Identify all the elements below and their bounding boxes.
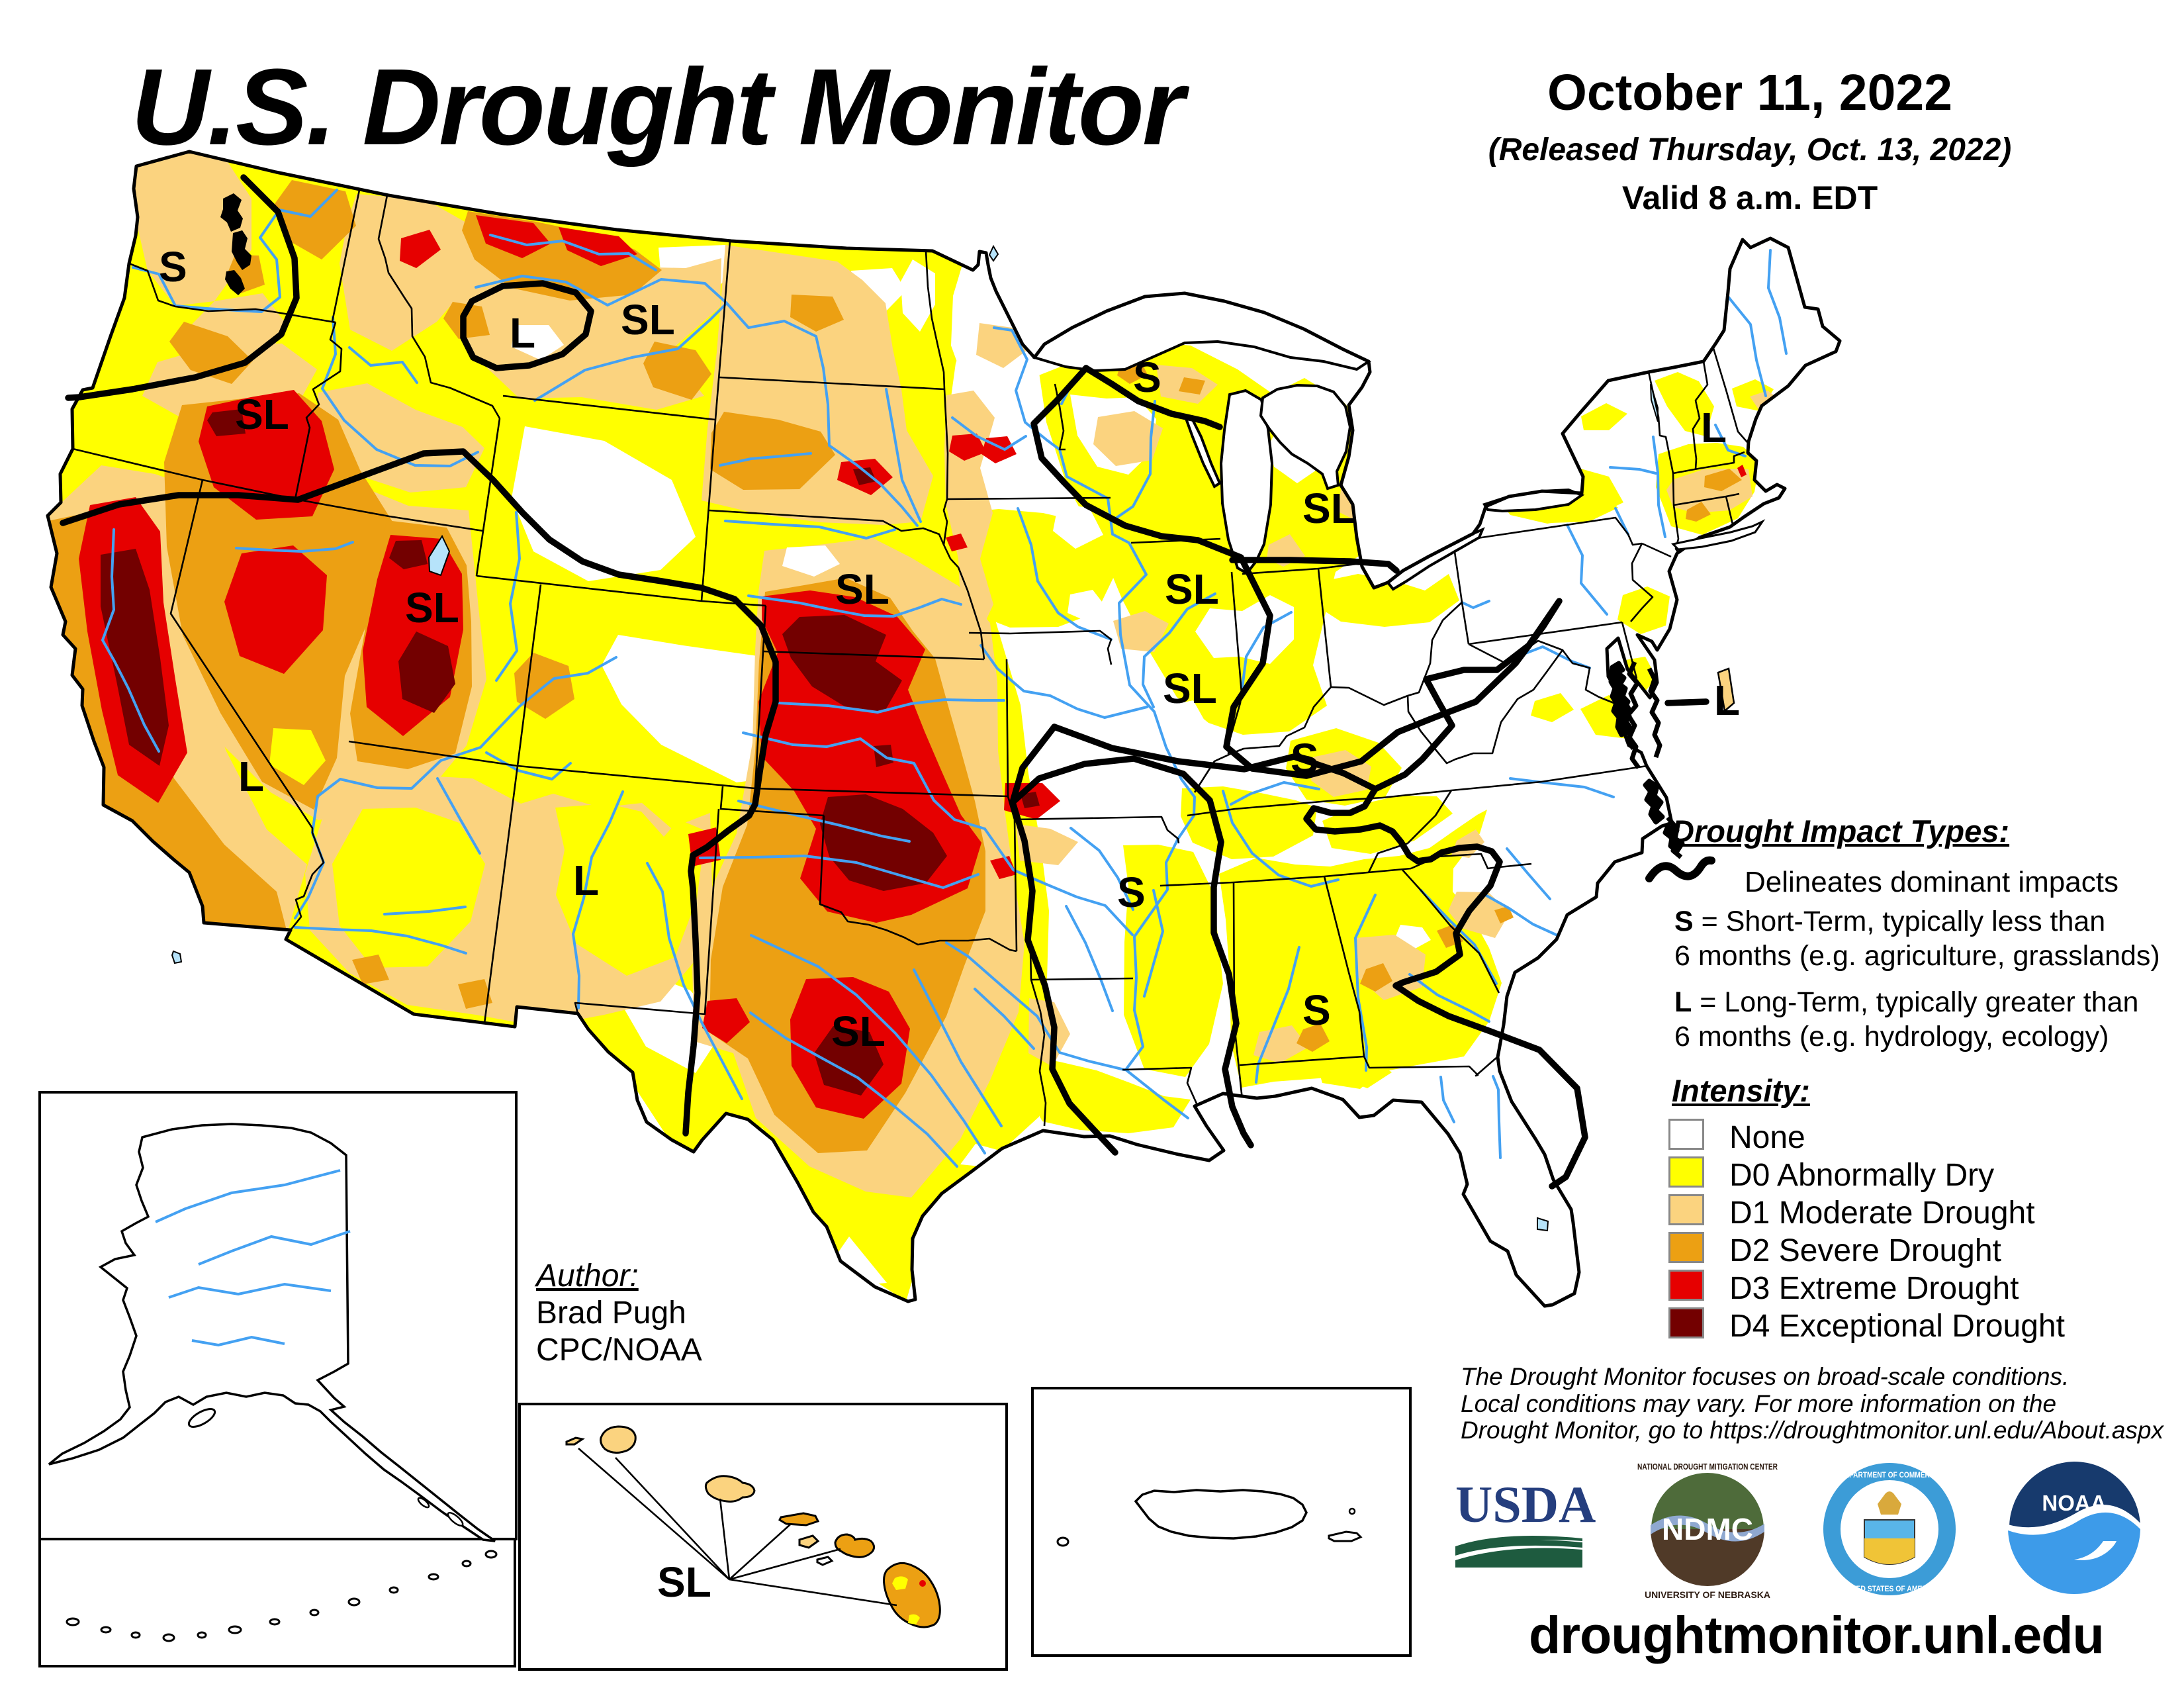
svg-text:L: L: [1714, 677, 1740, 724]
svg-text:S: S: [1133, 353, 1161, 401]
svg-text:SL: SL: [1163, 665, 1217, 712]
svg-text:SL: SL: [831, 1008, 886, 1055]
svg-text:SL: SL: [835, 565, 889, 613]
svg-text:S: S: [1291, 735, 1319, 782]
svg-text:SL: SL: [1302, 485, 1357, 532]
svg-text:SL: SL: [657, 1558, 711, 1606]
svg-text:UNIVERSITY OF NEBRASKA: UNIVERSITY OF NEBRASKA: [1645, 1589, 1770, 1600]
svg-text:L: L: [510, 309, 535, 357]
svg-text:NATIONAL DROUGHT MITIGATION CE: NATIONAL DROUGHT MITIGATION CENTER: [1637, 1462, 1778, 1472]
svg-text:SL: SL: [1165, 565, 1219, 613]
svg-text:NDMC: NDMC: [1662, 1512, 1753, 1546]
svg-text:S: S: [1117, 868, 1146, 916]
svg-text:SL: SL: [621, 296, 675, 344]
svg-text:S: S: [159, 243, 187, 291]
svg-text:S: S: [1302, 986, 1331, 1034]
svg-text:L: L: [573, 857, 599, 904]
svg-text:NOAA: NOAA: [2042, 1491, 2106, 1515]
svg-text:DEPARTMENT OF COMMERCE: DEPARTMENT OF COMMERCE: [1840, 1470, 1939, 1479]
svg-text:SL: SL: [405, 584, 459, 632]
svg-text:L: L: [238, 753, 264, 800]
svg-text:UNITED STATES OF AMERICA: UNITED STATES OF AMERICA: [1840, 1584, 1939, 1593]
svg-text:L: L: [1701, 404, 1727, 451]
svg-text:SL: SL: [235, 391, 289, 438]
